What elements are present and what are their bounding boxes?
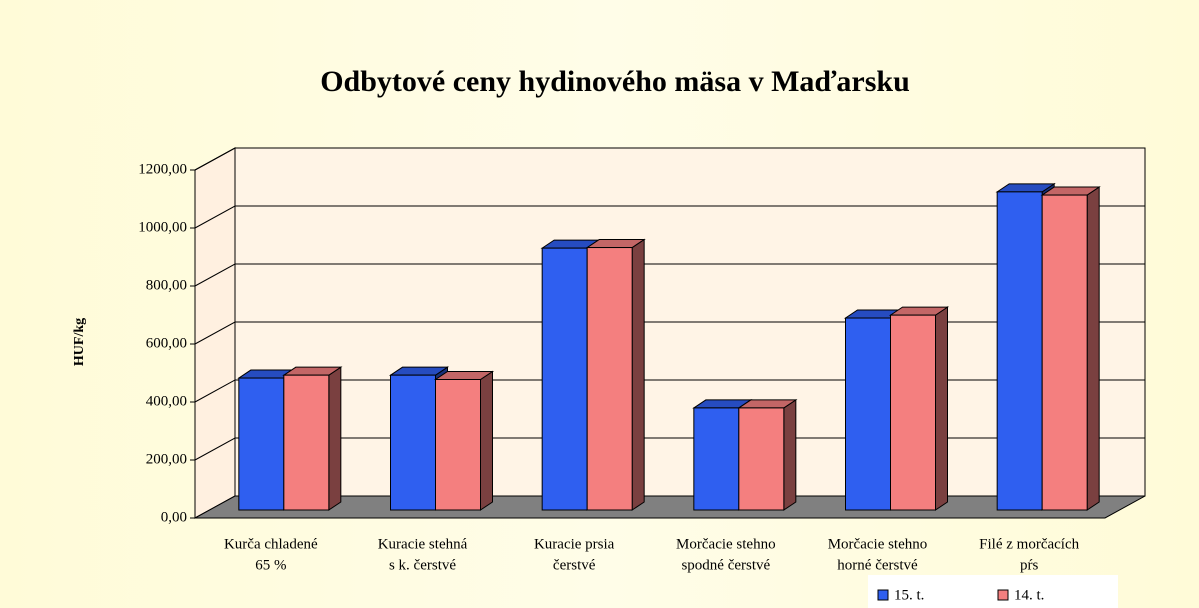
legend-label: 14. t. <box>1014 587 1044 603</box>
grid-line <box>194 263 1145 287</box>
grid-line <box>194 437 1145 461</box>
x-tick-label: čerstvé <box>553 557 596 573</box>
grid-line <box>194 205 1145 229</box>
y-tick-label: 0,00 <box>161 509 187 525</box>
x-tick-label: pŕs <box>1020 557 1038 573</box>
x-tick-label: horné čerstvé <box>837 557 918 573</box>
legend-label: 15. t. <box>894 587 924 603</box>
legend: 15. t. 14. t. <box>868 575 1118 608</box>
legend-swatch <box>997 589 1009 601</box>
grid-line <box>194 147 1145 171</box>
bar-front <box>890 314 936 511</box>
bar <box>585 238 646 511</box>
bar-side <box>1086 186 1100 511</box>
x-tick-label: Kurča chladené <box>224 536 318 552</box>
bar <box>737 398 798 511</box>
bar-front <box>541 247 588 511</box>
x-tick-label: s k. čerstvé <box>389 557 456 573</box>
x-tick-label: 65 % <box>255 557 286 573</box>
bar-side <box>328 366 342 511</box>
bar <box>282 366 343 511</box>
y-tick-label: 400,00 <box>146 393 187 409</box>
y-tick-label: 1200,00 <box>138 161 187 177</box>
bar-front <box>996 191 1043 511</box>
bar-front <box>283 374 330 511</box>
bar-side <box>480 370 493 511</box>
bar-front <box>586 247 633 511</box>
bar <box>1040 186 1101 511</box>
bar-side <box>783 398 797 511</box>
grid-line <box>194 321 1145 345</box>
legend-box <box>868 575 1118 608</box>
x-tick-label: Morčacie stehno <box>828 536 928 552</box>
chart-title: Odbytové ceny hydinového mäsa v Maďarsku <box>320 65 910 98</box>
bar-front <box>390 374 436 511</box>
x-tick-label: Kuracie stehná <box>378 536 468 552</box>
y-tick-label: 600,00 <box>146 335 187 351</box>
legend-swatch <box>877 589 889 601</box>
x-tick-label: Filé z morčacích <box>979 536 1079 552</box>
bar-front <box>238 377 285 511</box>
grid-line <box>194 379 1145 403</box>
x-tick-label: spodné čerstvé <box>681 557 770 573</box>
y-tick-label: 1000,00 <box>138 219 187 235</box>
bar-side <box>935 306 948 511</box>
bar-front <box>845 317 891 511</box>
y-tick-label: 200,00 <box>146 451 187 467</box>
bar-side <box>631 238 645 511</box>
bar-front <box>435 379 481 511</box>
bar-front <box>693 407 740 511</box>
x-tick-label: Morčacie stehno <box>676 536 776 552</box>
bar-front <box>738 407 785 511</box>
bar <box>888 306 950 511</box>
bar-front <box>1041 194 1088 511</box>
x-tick-label: Kuracie prsia <box>534 536 615 552</box>
y-axis-title: HUF/kg <box>72 318 87 366</box>
bar <box>433 370 495 511</box>
y-tick-label: 800,00 <box>146 277 187 293</box>
